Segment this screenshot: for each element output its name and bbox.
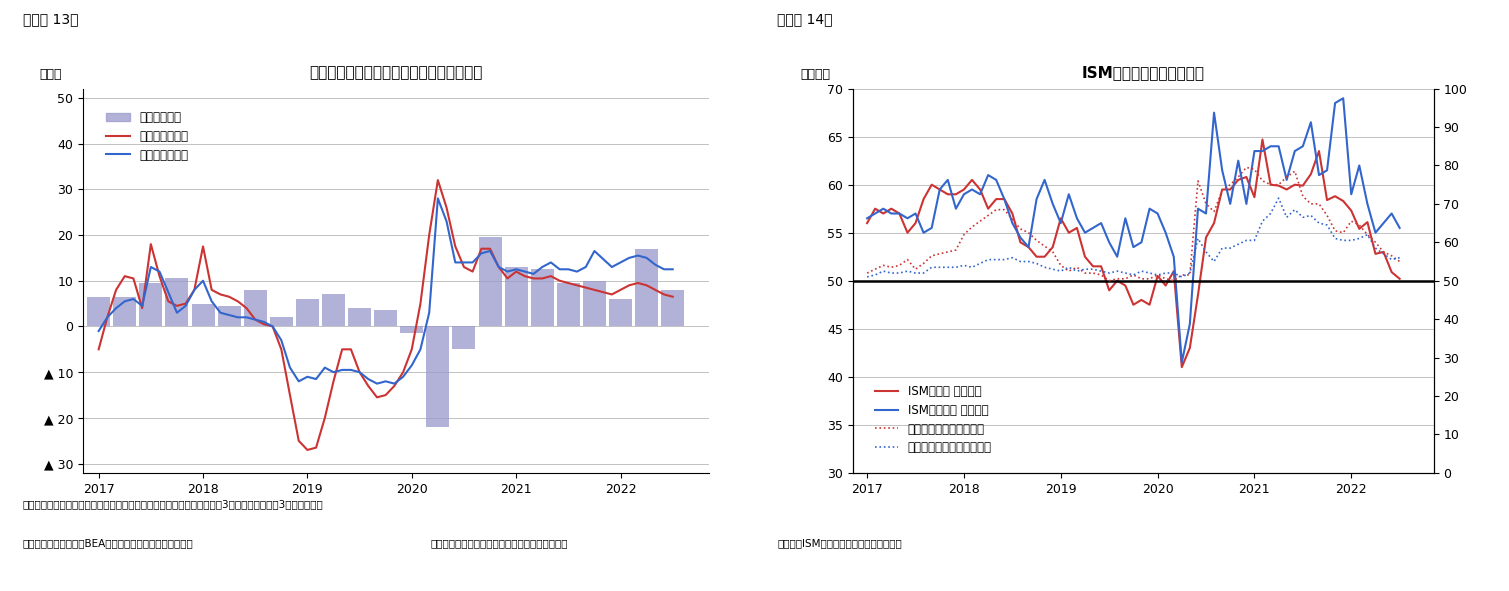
Legend: ISM製造業 総合指数, ISM非製造業 総合指数, 製造業入荷遅延（右軋）, 非製造業入荷遅延（右軋）: ISM製造業 総合指数, ISM非製造業 総合指数, 製造業入荷遅延（右軋）, …	[871, 380, 996, 459]
Bar	[504, 267, 528, 326]
Bar	[374, 310, 397, 326]
Bar	[296, 299, 318, 326]
Text: （注）コア資本財は国防・航空を除く資本財、コア資本財受注・出荷は3カ月移動平均後の3カ月前比年率: （注）コア資本財は国防・航空を除く資本財、コア資本財受注・出荷は3カ月移動平均後…	[23, 499, 323, 509]
Bar	[166, 278, 189, 326]
Bar	[113, 297, 136, 326]
Bar	[478, 237, 501, 326]
Text: （資料）センサス局、BEAよりニッセイ基礎研究所作成。: （資料）センサス局、BEAよりニッセイ基礎研究所作成。	[23, 538, 193, 548]
Bar	[582, 281, 607, 326]
Bar	[400, 326, 423, 333]
Text: （図表 13）: （図表 13）	[23, 12, 78, 26]
Bar	[427, 326, 450, 427]
Text: （耗久財受注・出荷：月次、設備投資：四半期）: （耗久財受注・出荷：月次、設備投資：四半期）	[430, 538, 567, 548]
Bar	[321, 294, 346, 326]
Bar	[557, 283, 579, 326]
Bar	[610, 299, 632, 326]
Text: （資料）ISMよりニッセイ基礎研究所作成: （資料）ISMよりニッセイ基礎研究所作成	[777, 538, 902, 548]
Bar	[531, 269, 554, 326]
Bar	[217, 306, 240, 326]
Bar	[139, 283, 163, 326]
Title: 米国製造業の耗久財受注・出荷と設備投資: 米国製造業の耗久財受注・出荷と設備投資	[309, 66, 483, 80]
Bar	[192, 304, 214, 326]
Text: （指数）: （指数）	[800, 68, 830, 81]
Bar	[244, 290, 267, 326]
Bar	[88, 297, 110, 326]
Title: ISM製造業・非製造業指数: ISM製造業・非製造業指数	[1082, 66, 1204, 80]
Bar	[635, 249, 658, 326]
Bar	[349, 308, 371, 326]
Bar	[453, 326, 475, 349]
Legend: 名目設備投資, コア資本財受注, コア資本財出荷: 名目設備投資, コア資本財受注, コア資本財出荷	[101, 106, 193, 166]
Text: （図表 14）: （図表 14）	[777, 12, 833, 26]
Text: （％）: （％）	[39, 68, 62, 81]
Bar	[270, 317, 293, 326]
Bar	[661, 290, 684, 326]
